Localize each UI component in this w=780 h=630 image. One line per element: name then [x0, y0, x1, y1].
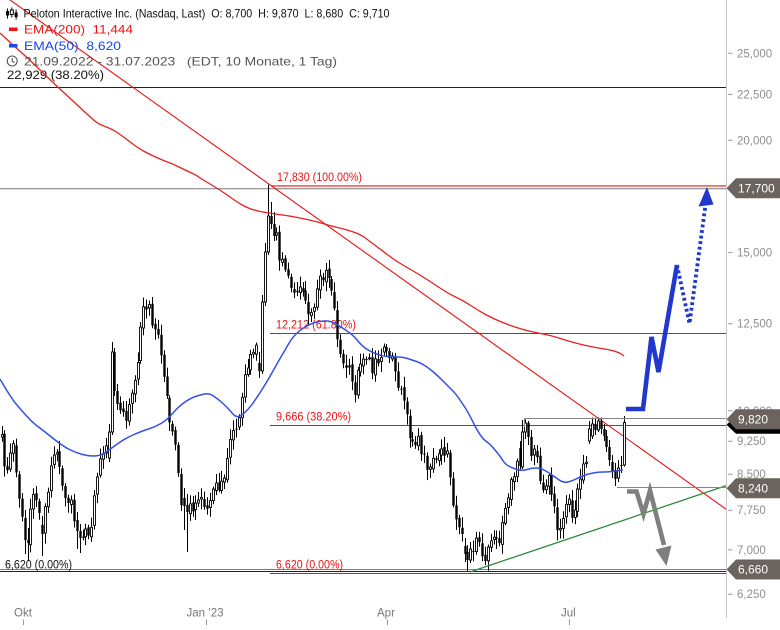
svg-text:15,000: 15,000 [737, 248, 772, 260]
svg-text:Jan ’23: Jan ’23 [187, 608, 224, 620]
svg-text:20,000: 20,000 [737, 135, 772, 147]
svg-text:7,750: 7,750 [737, 505, 766, 517]
svg-text:12,500: 12,500 [737, 319, 772, 331]
svg-text:17,830 (100.00%): 17,830 (100.00%) [277, 172, 362, 184]
svg-text:21.09.2022 - 31.07.2023 (EDT: 21.09.2022 - 31.07.2023 (EDT, 10 Monate,… [24, 55, 337, 69]
svg-text:Peloton Interactive Inc. (Nasd: Peloton Interactive Inc. (Nasdaq, Last) … [24, 7, 390, 21]
svg-text:Jul: Jul [561, 608, 576, 620]
svg-text:7,000: 7,000 [737, 545, 766, 557]
svg-text:6,250: 6,250 [737, 589, 766, 601]
svg-text:8,500: 8,500 [737, 469, 766, 481]
svg-text:12,212 (61.80%): 12,212 (61.80%) [276, 320, 356, 332]
svg-text:9,820: 9,820 [738, 413, 768, 427]
svg-text:6,620 (0.00%): 6,620 (0.00%) [276, 560, 343, 572]
svg-text:Apr: Apr [377, 608, 395, 620]
svg-text:6,620 (0.00%): 6,620 (0.00%) [5, 560, 72, 572]
svg-text:EMA(50) 8,620: EMA(50) 8,620 [24, 39, 121, 53]
svg-text:17,700: 17,700 [738, 181, 775, 195]
svg-text:22,929 (38.20%): 22,929 (38.20%) [7, 70, 104, 82]
svg-text:Okt: Okt [14, 608, 33, 620]
svg-text:9,666 (38.20%): 9,666 (38.20%) [276, 412, 351, 424]
svg-text:EMA(200) 11,444: EMA(200) 11,444 [24, 23, 133, 37]
svg-text:6,660: 6,660 [738, 563, 768, 577]
svg-text:22,500: 22,500 [737, 89, 772, 101]
svg-text:9,250: 9,250 [737, 436, 766, 448]
svg-text:25,000: 25,000 [737, 48, 772, 60]
svg-text:8,240: 8,240 [738, 482, 768, 496]
